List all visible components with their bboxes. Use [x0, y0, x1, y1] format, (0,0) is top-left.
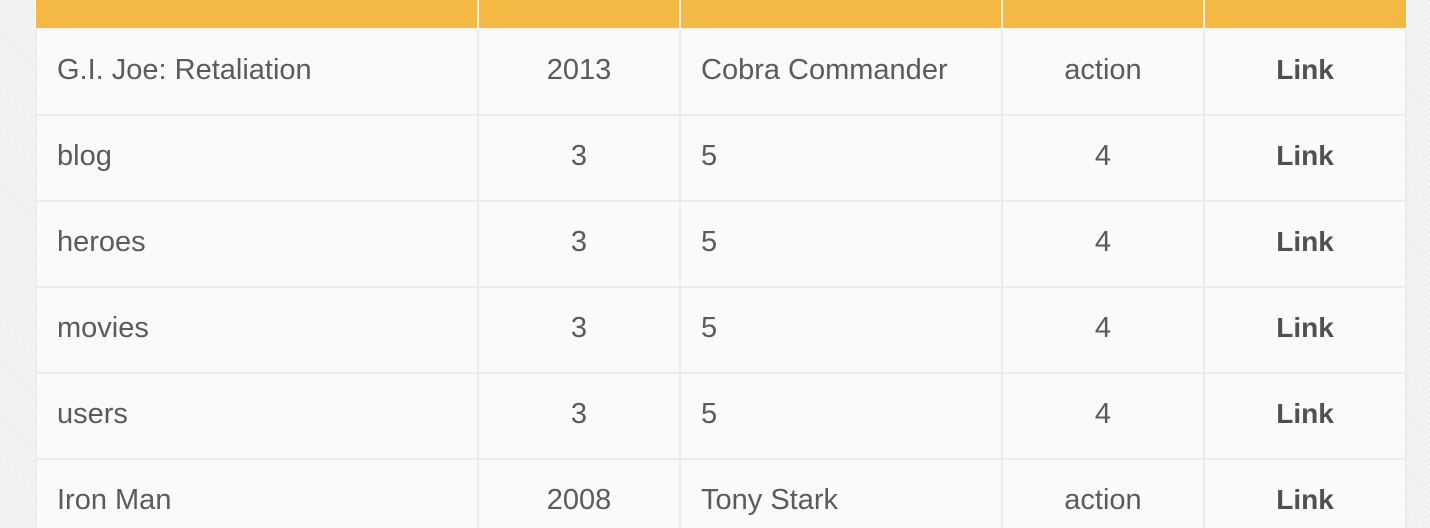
- cell-year-text: 3: [570, 225, 588, 258]
- cell-name-text: users: [57, 397, 128, 430]
- cell-year-text: 3: [570, 397, 588, 430]
- cell-year: 3: [477, 200, 681, 288]
- cell-genre-text: 4: [1094, 311, 1112, 344]
- cell-year: 3: [477, 114, 681, 202]
- cell-genre: 4: [1001, 372, 1205, 460]
- cell-link: Link: [1203, 28, 1407, 116]
- cell-character: 5: [679, 372, 1003, 460]
- row-link[interactable]: Link: [1276, 484, 1334, 515]
- cell-character-text: 5: [701, 225, 718, 258]
- cell-genre-text: action: [1064, 483, 1142, 516]
- table-row: G.I. Joe: Retaliation 2013 Cobra Command…: [35, 28, 1407, 116]
- table-row: users 3 5 4 Link: [35, 372, 1407, 460]
- header-cell-link: [1204, 0, 1406, 30]
- row-link[interactable]: Link: [1276, 312, 1334, 343]
- row-link[interactable]: Link: [1276, 226, 1334, 257]
- cell-genre-text: action: [1064, 53, 1142, 86]
- cell-year-text: 2013: [546, 53, 612, 86]
- cell-link: Link: [1203, 372, 1407, 460]
- cell-link: Link: [1203, 458, 1407, 528]
- cell-character: Cobra Commander: [679, 28, 1003, 116]
- table-header-row: [36, 0, 1406, 30]
- row-link[interactable]: Link: [1276, 140, 1334, 171]
- cell-genre-text: 4: [1094, 397, 1112, 430]
- row-link[interactable]: Link: [1276, 398, 1334, 429]
- cell-character-text: 5: [701, 311, 718, 344]
- table-row: blog 3 5 4 Link: [35, 114, 1407, 202]
- cell-character: Tony Stark: [679, 458, 1003, 528]
- cell-year: 2008: [477, 458, 681, 528]
- header-cell-character: [680, 0, 1003, 30]
- cell-genre: action: [1001, 28, 1205, 116]
- cell-year: 3: [477, 372, 681, 460]
- cell-genre: 4: [1001, 286, 1205, 374]
- cell-genre-text: 4: [1094, 225, 1112, 258]
- cell-name-text: heroes: [57, 225, 146, 258]
- cell-link: Link: [1203, 114, 1407, 202]
- table-row: movies 3 5 4 Link: [35, 286, 1407, 374]
- table-body: G.I. Joe: Retaliation 2013 Cobra Command…: [35, 28, 1407, 528]
- data-table: G.I. Joe: Retaliation 2013 Cobra Command…: [35, 0, 1407, 528]
- cell-name: movies: [35, 286, 479, 374]
- cell-name: G.I. Joe: Retaliation: [35, 28, 479, 116]
- table-header: [36, 0, 1406, 30]
- cell-link: Link: [1203, 286, 1407, 374]
- cell-year: 3: [477, 286, 681, 374]
- table-row: Iron Man 2008 Tony Stark action Link: [35, 458, 1407, 528]
- cell-character: 5: [679, 200, 1003, 288]
- cell-genre: 4: [1001, 114, 1205, 202]
- cell-character-text: 5: [701, 397, 718, 430]
- cell-character-text: Cobra Commander: [701, 53, 948, 86]
- cell-year-text: 2008: [546, 483, 612, 516]
- row-link[interactable]: Link: [1276, 54, 1334, 85]
- header-cell-name: [36, 0, 479, 30]
- cell-link: Link: [1203, 200, 1407, 288]
- cell-name-text: Iron Man: [57, 483, 172, 516]
- cell-character: 5: [679, 286, 1003, 374]
- cell-genre: 4: [1001, 200, 1205, 288]
- cell-character-text: 5: [701, 139, 718, 172]
- cell-character-text: Tony Stark: [701, 483, 838, 516]
- cell-genre-text: 4: [1094, 139, 1112, 172]
- cell-name-text: G.I. Joe: Retaliation: [57, 53, 312, 86]
- cell-year-text: 3: [570, 311, 588, 344]
- cell-genre: action: [1001, 458, 1205, 528]
- cell-year: 2013: [477, 28, 681, 116]
- cell-name: Iron Man: [35, 458, 479, 528]
- header-cell-year: [478, 0, 681, 30]
- cell-name-text: movies: [57, 311, 149, 344]
- cell-name: heroes: [35, 200, 479, 288]
- cell-year-text: 3: [570, 139, 588, 172]
- table-row: heroes 3 5 4 Link: [35, 200, 1407, 288]
- header-cell-genre: [1002, 0, 1205, 30]
- cell-name: blog: [35, 114, 479, 202]
- cell-name-text: blog: [57, 139, 112, 172]
- cell-name: users: [35, 372, 479, 460]
- cell-character: 5: [679, 114, 1003, 202]
